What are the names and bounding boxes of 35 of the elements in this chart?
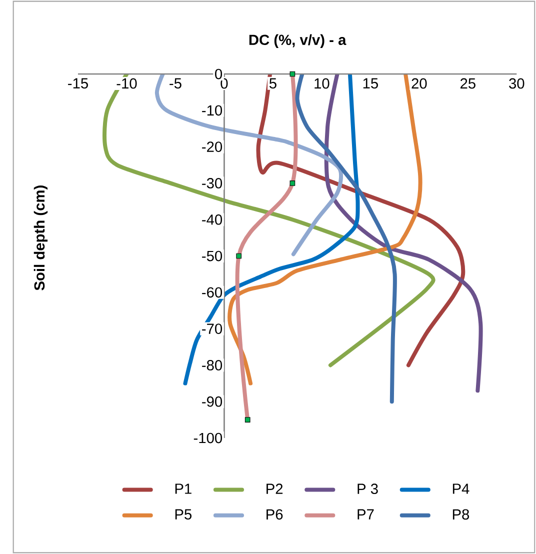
legend-label: P6 [266,509,283,520]
y-tick-label: -30 [202,178,222,188]
point [244,417,250,422]
legend-label: P 3 [358,484,378,494]
y-tick-label: -80 [202,360,222,370]
y-tick-label: -90 [202,396,222,407]
chart-title: DC (%, v/v) - a [249,34,346,48]
point [290,71,296,77]
y-tick-label: 0 [215,68,222,80]
x-tick-label: 25 [460,78,476,89]
y-tick-label: -100 [194,432,222,444]
x-tick-label: 5 [269,78,276,89]
y-tick-label: -10 [202,105,222,116]
legend-label: P8 [452,509,470,520]
x-tick-label: 20 [412,78,427,89]
y-axis-title: Soil depth (cm) [34,186,48,290]
legend-label: P2 [266,484,283,494]
y-tick-label: -60 [202,287,222,298]
legend-label: P1 [175,484,192,494]
y-tick-label: -20 [202,142,222,152]
y-tick-label: -70 [202,324,222,334]
x-tick-label: -15 [68,78,88,89]
legend-label: P5 [175,509,192,520]
y-tick-label: -50 [202,250,222,262]
x-tick-label: 30 [509,78,524,89]
legend-label: P4 [452,484,470,494]
line-series [295,74,397,404]
point [290,180,296,186]
x-tick-label: -10 [116,78,137,89]
y-tick-label: -40 [202,214,222,225]
legend-label: P7 [358,509,374,520]
x-tick-label: -5 [170,78,182,89]
x-tick-label: 10 [314,78,330,89]
point [236,253,242,259]
x-tick-label: 15 [363,78,378,89]
